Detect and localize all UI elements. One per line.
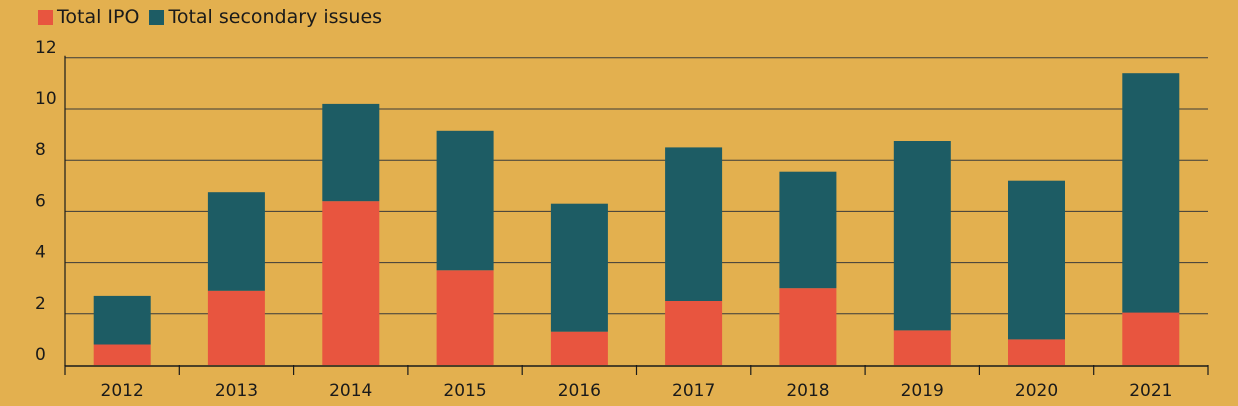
x-tick-label-2014: 2014 [329, 381, 372, 401]
bar-ipo-2018 [779, 288, 837, 365]
x-tick-label-2012: 2012 [101, 381, 144, 401]
bar-secondary-2014 [322, 103, 380, 202]
bar-secondary-2018 [779, 171, 837, 289]
bar-secondary-2012 [93, 295, 151, 345]
bar-ipo-2014 [322, 201, 380, 365]
x-tick-label-2021: 2021 [1129, 381, 1172, 401]
bar-ipo-2019 [893, 330, 951, 365]
legend-item-ipo: Total IPO [38, 6, 139, 28]
bar-secondary-2017 [665, 147, 723, 301]
x-tick-label-2015: 2015 [443, 381, 486, 401]
bar-secondary-2021 [1122, 73, 1180, 313]
bar-ipo-2013 [207, 290, 265, 365]
bar-ipo-2017 [665, 301, 723, 365]
bar-secondary-2020 [1008, 180, 1065, 340]
y-tick-label-2: 2 [35, 294, 46, 314]
legend-item-secondary: Total secondary issues [149, 6, 382, 28]
bar-secondary-2013 [207, 192, 265, 291]
bar-ipo-2012 [93, 344, 151, 365]
y-tick-label-0: 0 [35, 345, 46, 365]
x-tick-label-2020: 2020 [1015, 381, 1058, 401]
x-tick-label-2016: 2016 [558, 381, 601, 401]
y-tick-label-6: 6 [35, 191, 46, 211]
y-tick-label-12: 12 [35, 38, 57, 58]
bar-ipo-2016 [550, 331, 608, 365]
bar-ipo-2015 [436, 270, 494, 365]
x-tick-label-2019: 2019 [901, 381, 944, 401]
legend-swatch-ipo [38, 9, 53, 25]
legend-label-ipo: Total IPO [57, 6, 140, 28]
x-tick-label-2018: 2018 [786, 381, 829, 401]
legend-label-secondary: Total secondary issues [168, 6, 383, 28]
legend-swatch-secondary [149, 9, 165, 25]
y-tick-label-8: 8 [35, 140, 46, 160]
bar-secondary-2019 [893, 141, 951, 331]
bar-secondary-2016 [550, 203, 608, 332]
y-tick-label-4: 4 [35, 243, 46, 263]
bar-ipo-2021 [1122, 312, 1180, 365]
bar-ipo-2020 [1008, 339, 1065, 365]
x-tick-label-2013: 2013 [215, 381, 258, 401]
y-tick-label-10: 10 [35, 89, 57, 109]
x-tick-label-2017: 2017 [672, 381, 715, 401]
legend: Total IPO Total secondary issues [38, 6, 392, 28]
bar-secondary-2015 [436, 130, 494, 271]
